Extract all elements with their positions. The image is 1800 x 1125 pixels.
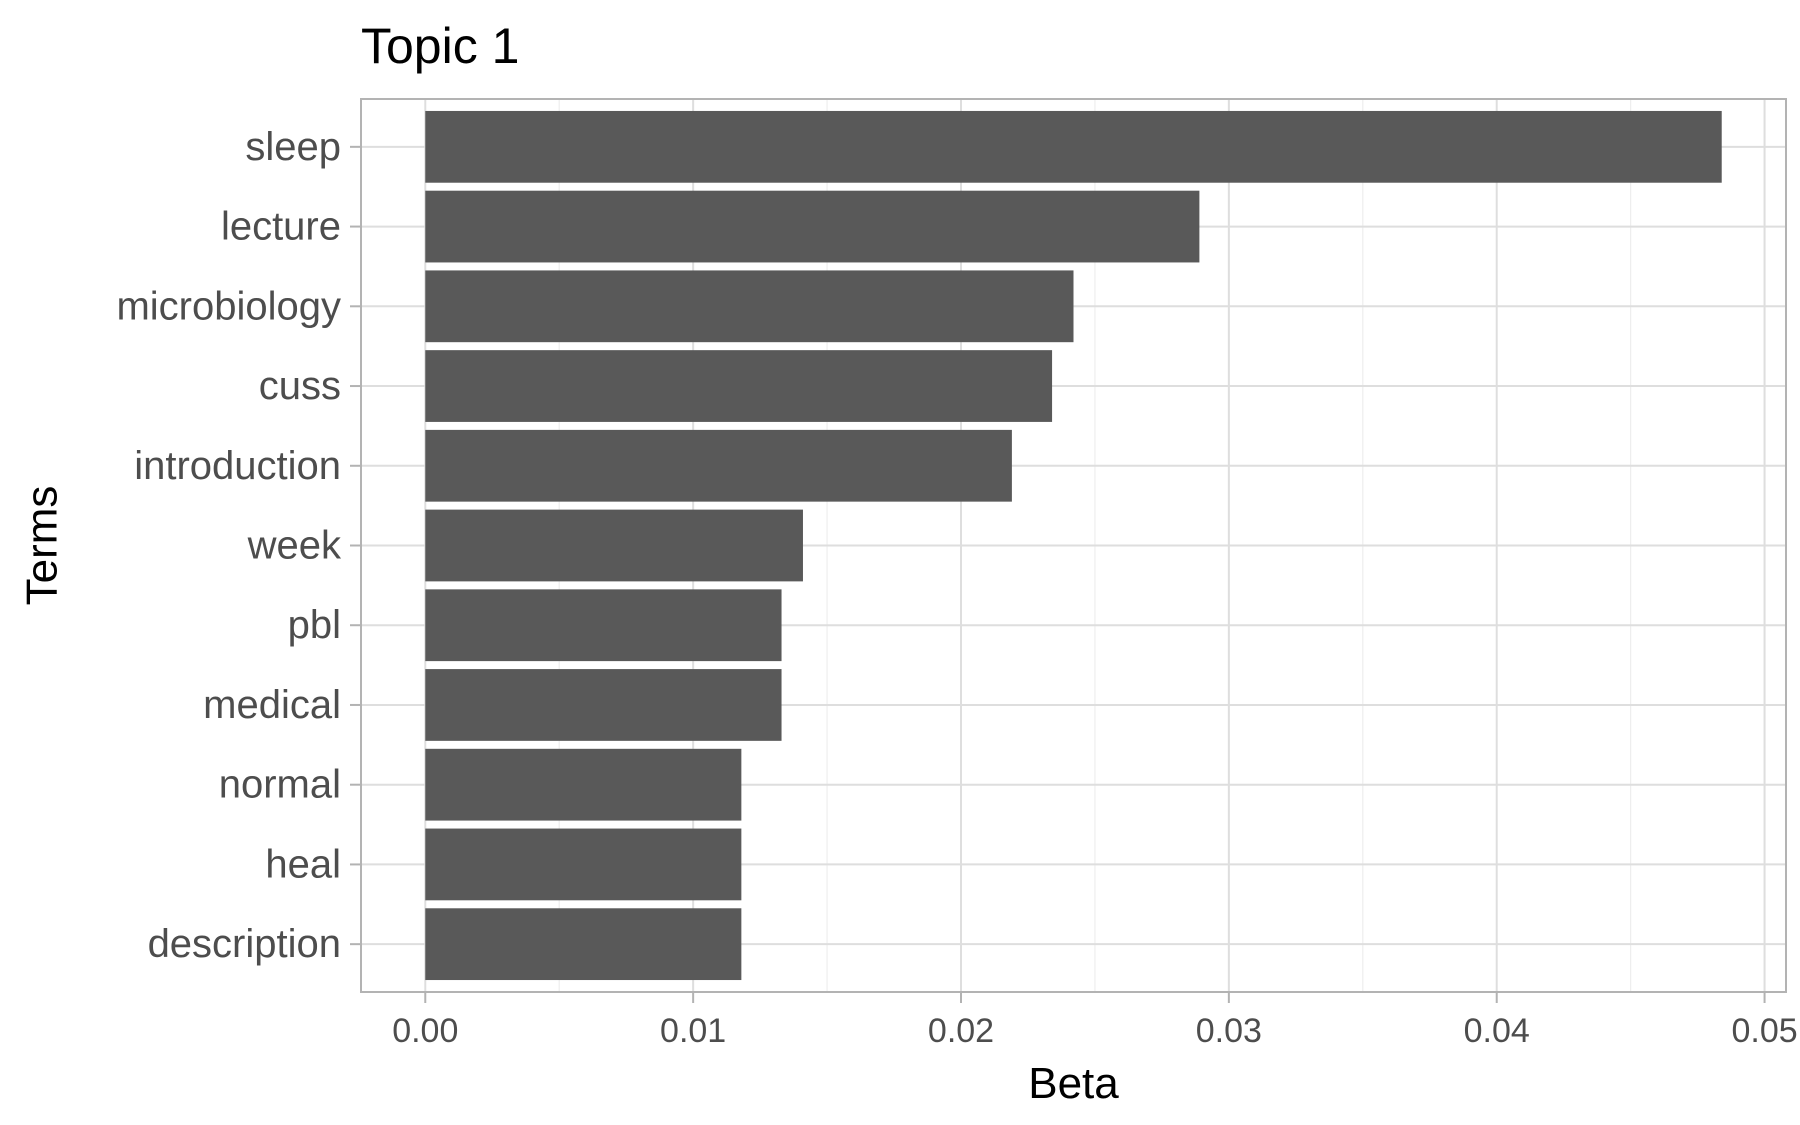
y-tick-label: normal [219,763,341,807]
y-tick-label: microbiology [116,284,341,328]
y-tick-label: lecture [221,205,341,249]
bar-cuss [425,350,1053,422]
bar-normal [425,748,742,821]
x-axis-title: Beta [1028,1059,1119,1108]
y-axis: sleep lecture microbiology cuss introduction… [116,125,361,966]
y-tick-label: cuss [259,364,341,408]
bar-pbl [425,589,782,662]
y-tick-label: week [247,524,342,568]
bar-description [425,908,742,981]
y-tick-label: pbl [288,603,341,647]
x-tick-label: 0.01 [660,1012,726,1050]
y-tick-label: description [148,922,341,966]
bar-lecture [425,190,1200,263]
x-axis: 0.00 0.01 0.02 0.03 0.04 0.05 [392,992,1798,1050]
bar-week [425,509,803,582]
chart-title: Topic 1 [361,18,519,74]
bar-microbiology [425,270,1074,343]
y-axis-title: Terms [18,486,67,606]
bar-sleep [425,110,1722,183]
y-tick-label: sleep [245,125,341,169]
x-tick-label: 0.02 [928,1012,994,1050]
y-tick-label: introduction [134,444,341,488]
y-tick-label: heal [265,842,341,886]
bars [425,110,1722,981]
x-tick-label: 0.05 [1731,1012,1797,1050]
x-tick-label: 0.00 [392,1012,458,1050]
bar-medical [425,669,782,741]
bar-introduction [425,429,1012,502]
x-tick-label: 0.04 [1464,1012,1530,1050]
x-tick-label: 0.03 [1196,1012,1262,1050]
bar-heal [425,828,742,901]
y-tick-label: medical [203,683,341,727]
